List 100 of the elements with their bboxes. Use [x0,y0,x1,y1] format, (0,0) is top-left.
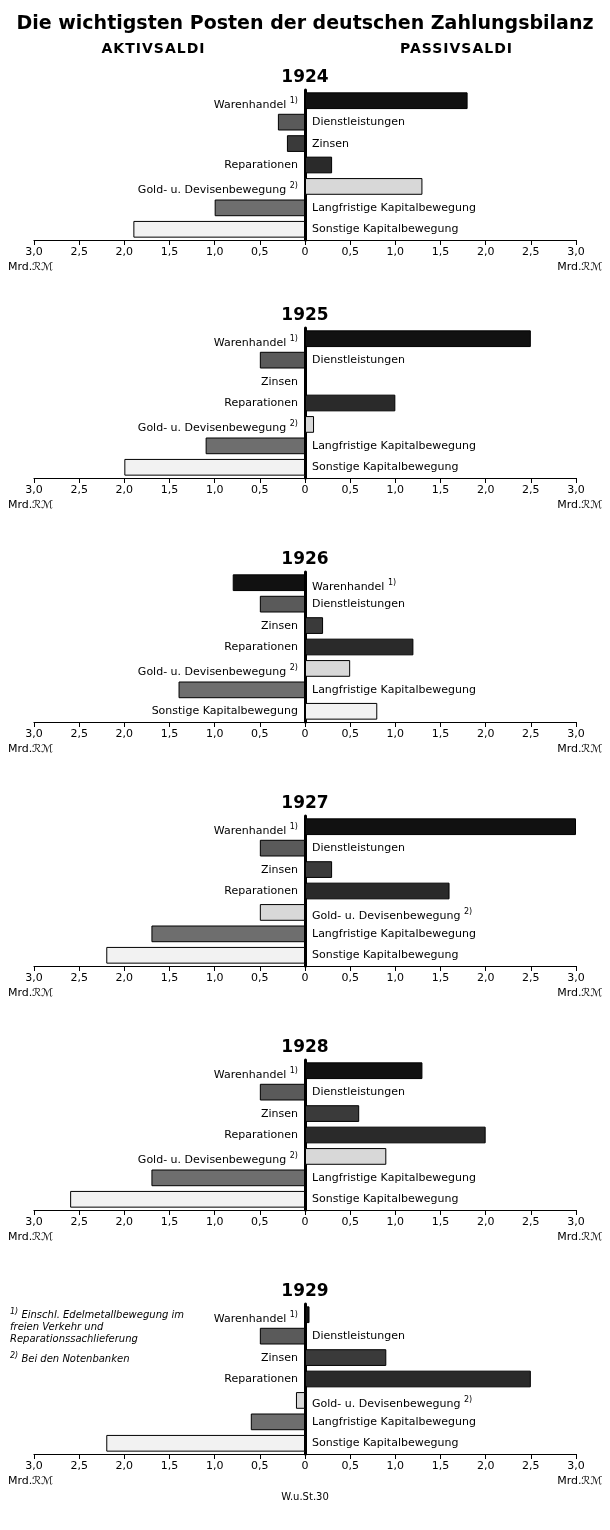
text: AKTIVSALDI [100,40,207,56]
x-tick-label: 2,0 [115,971,134,984]
x-tick-label: 2,5 [70,1215,88,1228]
chart-title: Die wichtigsten Posten der deutschen Zahlungsbilanz [15,10,595,34]
y-tick-label: Warenhandel $^{1)}$ [213,1064,298,1081]
y-tick-label: Zinsen [260,374,298,388]
y-tick-label: Dienstleistungen [312,115,405,129]
x-axis-title: Mrd.ℛℳ [8,260,53,273]
x-tick-label: 1,5 [431,245,450,258]
y-tick-label: Zinsen [260,618,298,632]
x-tick-label: 1,0 [386,483,405,496]
x-tick-label: 3,0 [567,483,585,496]
y-tick-label: Langfristige Kapitalbewegung [312,1414,476,1428]
x-tick-label: 1,0 [205,1459,224,1472]
x-tick-label: 1,5 [160,245,179,258]
x-tick-label: 2,0 [476,1215,495,1228]
y-tick-label: Zinsen [312,136,350,150]
y-tick-label: Reparationen [224,158,298,171]
x-axis-title: Mrd.ℛℳ [8,1474,53,1487]
x-tick-label: 1,0 [386,727,405,740]
x-tick-label: 0,5 [251,1459,269,1472]
x-tick-label: 0,5 [251,483,269,496]
x-tick-label: 1,5 [431,483,450,496]
x-tick-label: 2,5 [70,727,88,740]
x-tick-label: 0 [301,483,309,496]
x-tick-label: 1,5 [160,971,179,984]
x-tick-label: 0 [301,971,309,984]
x-tick-label: 1,0 [205,971,224,984]
x-tick-label: 3,0 [25,1215,43,1228]
chart-title: 1926 [280,548,330,568]
text: Mrd.ℛℳ [557,260,602,273]
y-tick-label: Zinsen [260,1350,298,1364]
text: Mrd.ℛℳ [557,986,602,999]
y-tick-label: Dienstleistungen [312,353,405,367]
y-tick-label: Langfristige Kapitalbewegung [312,1170,476,1184]
x-tick-label: 2,0 [476,971,495,984]
x-tick-label: 3,0 [25,245,43,258]
y-tick-label: Zinsen [260,862,298,876]
x-tick-label: 2,0 [115,483,134,496]
x-tick-label: 3,0 [25,1459,43,1472]
x-tick-label: 3,0 [567,1215,585,1228]
x-tick-label: 0,5 [251,1215,269,1228]
x-tick-label: 0 [301,1459,309,1472]
y-tick-label: Reparationen [224,1372,298,1385]
y-tick-label: Sonstige Kapitalbewegung [151,704,298,718]
y-tick-label: Reparationen [224,1128,298,1141]
x-tick-label: 3,0 [567,727,585,740]
x-tick-label: 1,5 [431,971,450,984]
x-tick-label: 0 [301,727,309,740]
x-tick-label: 3,0 [25,483,43,496]
x-tick-label: 1,0 [386,1215,405,1228]
y-tick-label: Gold- u. Devisenbewegung $^{2)}$ [312,1394,473,1411]
x-tick-label: 2,5 [70,483,88,496]
y-tick-label: Gold- u. Devisenbewegung $^{2)}$ [137,662,298,679]
y-tick-label: Sonstige Kapitalbewegung [312,1436,459,1450]
x-tick-label: 1,5 [160,727,179,740]
y-tick-label: Warenhandel $^{1)}$ [213,332,298,349]
x-tick-label: 0,5 [341,245,359,258]
y-tick-label: Warenhandel $^{1)}$ [213,94,298,111]
x-tick-label: 2,0 [115,1215,134,1228]
x-tick-label: 0,5 [341,971,359,984]
y-tick-label: Langfristige Kapitalbewegung [312,200,476,214]
x-tick-label: 2,0 [476,727,495,740]
x-tick-label: 2,0 [476,245,495,258]
x-tick-label: 1,0 [386,245,405,258]
y-tick-label: Gold- u. Devisenbewegung $^{2)}$ [137,1150,298,1167]
y-tick-label: Warenhandel $^{1)}$ [213,820,298,837]
annotation: $^{1)}$ Einschl. Edelmetallbewegung im freien Verkehr und Reparationssachlieferung [10,1306,185,1346]
chart-subtitle: 1924 [280,66,330,86]
x-tick-label: 2,5 [522,483,540,496]
y-tick-label: Warenhandel $^{1)}$ [312,576,397,593]
x-tick-label: 1,0 [205,483,224,496]
x-tick-label: 0,5 [251,971,269,984]
x-tick-label: 2,5 [522,245,540,258]
x-tick-label: 0,5 [341,483,359,496]
x-tick-label: 2,5 [70,971,88,984]
y-tick-label: Sonstige Kapitalbewegung [312,460,459,474]
x-axis-title: Mrd.ℛℳ [8,498,53,511]
x-tick-label: 3,0 [25,727,43,740]
y-tick-label: Sonstige Kapitalbewegung [312,948,459,962]
x-axis-title: Mrd.ℛℳ [8,986,53,999]
y-tick-label: Sonstige Kapitalbewegung [312,222,459,236]
x-tick-label: 1,5 [431,1459,450,1472]
annotation: $^{2)}$ Bei den Notenbanken [10,1350,131,1366]
y-tick-label: Gold- u. Devisenbewegung $^{2)}$ [137,418,298,435]
x-tick-label: 0,5 [251,727,269,740]
y-tick-label: Reparationen [224,640,298,653]
text: Mrd.ℛℳ [557,1474,602,1487]
x-tick-label: 2,5 [522,727,540,740]
x-tick-label: 1,5 [160,483,179,496]
x-tick-label: 1,0 [386,971,405,984]
x-tick-label: 2,5 [522,971,540,984]
x-tick-label: 1,0 [205,1215,224,1228]
x-tick-label: 2,5 [522,1215,540,1228]
chart-title: 1928 [280,1036,330,1056]
text: Mrd.ℛℳ [557,742,602,755]
chart-title: 1929 [280,1280,330,1300]
y-tick-label: Dienstleistungen [312,841,405,855]
x-tick-label: 1,0 [386,1459,405,1472]
x-axis-title: Mrd.ℛℳ [8,1230,53,1243]
